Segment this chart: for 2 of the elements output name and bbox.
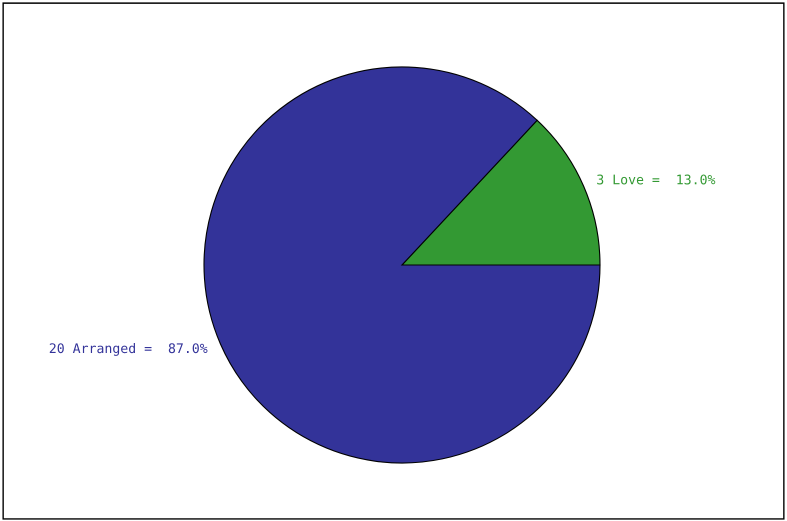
slice-label: 3 Love = 13.0% bbox=[597, 174, 716, 184]
slice-label: 20 Arranged = 87.0% bbox=[50, 342, 208, 356]
